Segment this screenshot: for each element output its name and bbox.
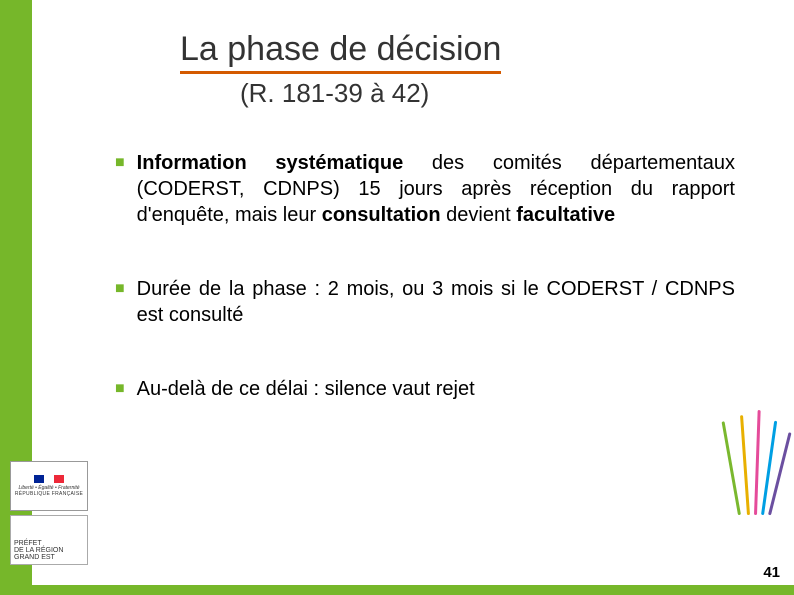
bullet-marker: ■ — [115, 276, 125, 328]
text-span: devient — [441, 204, 517, 226]
bold-span: Information systématique — [137, 152, 404, 174]
logo-block: Liberté • Égalité • Fraternité RÉPUBLIQU… — [10, 461, 110, 565]
bottom-green-bar — [0, 585, 794, 595]
bold-span: consultation — [322, 204, 441, 226]
bullet-item: ■ Durée de la phase : 2 mois, ou 3 mois … — [115, 276, 735, 328]
logo-prefet: PRÉFET DE LA RÉGION GRAND EST — [10, 515, 88, 565]
bullet-marker: ■ — [115, 376, 125, 402]
bullet-item: ■ Au-delà de ce délai : silence vaut rej… — [115, 376, 735, 402]
logo-republique: Liberté • Égalité • Fraternité RÉPUBLIQU… — [10, 461, 88, 511]
bullet-item: ■ Information systématique des comités d… — [115, 150, 735, 228]
decorative-lines — [734, 405, 774, 515]
slide-subtitle: (R. 181-39 à 42) — [240, 78, 429, 109]
page-number: 41 — [763, 564, 780, 581]
bold-span: facultative — [516, 204, 615, 226]
bullet-text: Durée de la phase : 2 mois, ou 3 mois si… — [137, 276, 735, 328]
prefet-line: PRÉFET — [14, 540, 42, 547]
content-area: ■ Information systématique des comités d… — [115, 150, 735, 450]
bullet-marker: ■ — [115, 150, 125, 228]
prefet-line: GRAND EST — [14, 554, 55, 561]
prefet-line: DE LA RÉGION — [14, 547, 63, 554]
bullet-text: Information systématique des comités dép… — [137, 150, 735, 228]
flag-icon — [34, 475, 64, 483]
bullet-text: Au-delà de ce délai : silence vaut rejet — [137, 376, 735, 402]
slide-title: La phase de décision — [180, 30, 501, 74]
logo-republic: RÉPUBLIQUE FRANÇAISE — [15, 491, 83, 497]
